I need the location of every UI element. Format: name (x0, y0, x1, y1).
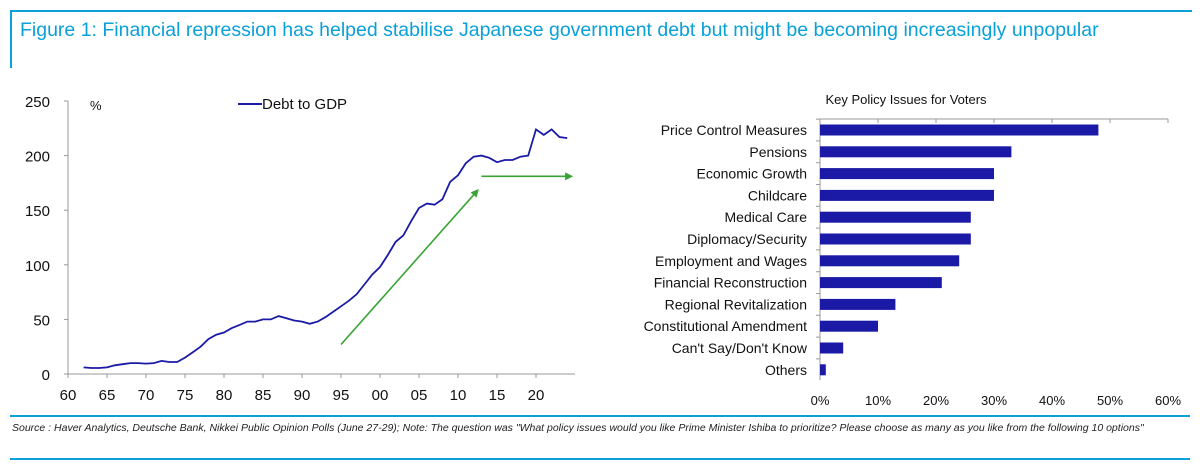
bar (820, 342, 844, 354)
bar (820, 189, 994, 201)
x-tick-label: 65 (99, 387, 116, 404)
category-label: Economic Growth (697, 166, 807, 182)
bar (820, 298, 896, 310)
category-label: Regional Revitalization (665, 296, 807, 312)
bar-x-tick-label: 40% (1039, 393, 1065, 408)
line-chart-legend: Debt to GDP (238, 96, 347, 113)
y-tick-label: 200 (25, 149, 50, 166)
bar-x-tick-label: 50% (1097, 393, 1123, 408)
footer-divider (10, 415, 1190, 417)
footer-bottom-rule (10, 458, 1190, 460)
x-tick-label: 75 (177, 387, 194, 404)
bar (820, 364, 826, 376)
x-tick-label: 70 (138, 387, 155, 404)
y-tick-label: 100 (25, 258, 50, 275)
x-tick-label: 15 (489, 387, 506, 404)
debt-line-chart: % 0 50 100 150 200 250 60 65 70 75 80 85 90 95 00 05 10… (25, 94, 575, 404)
bar-chart-x-ticks: 0% 10% 20% 30% 40% 50% 60% (811, 119, 1181, 408)
figure-title-frame: Figure 1: Financial repression has helpe… (10, 10, 1192, 68)
bar-x-tick-label: 10% (865, 393, 891, 408)
x-tick-label: 95 (333, 387, 350, 404)
y-tick-label: 150 (25, 203, 50, 220)
bar (820, 124, 1099, 136)
bar-x-tick-label: 0% (811, 393, 830, 408)
bar (820, 233, 971, 245)
bar (820, 146, 1012, 158)
bar (820, 168, 994, 180)
bar (820, 211, 971, 223)
y-tick-label: 0 (42, 367, 50, 384)
category-label: Childcare (748, 187, 807, 203)
line-chart-y-ticks: 0 50 100 150 200 250 (25, 94, 68, 384)
x-tick-label: 20 (528, 387, 545, 404)
category-label: Constitutional Amendment (644, 318, 808, 334)
uptrend-arrow (340, 189, 479, 346)
bar-chart-title: Key Policy Issues for Voters (825, 92, 987, 107)
bar-x-tick-label: 20% (923, 393, 949, 408)
y-tick-label: 50 (33, 312, 50, 329)
x-tick-label: 90 (294, 387, 311, 404)
x-tick-label: 05 (411, 387, 428, 404)
x-tick-label: 00 (372, 387, 389, 404)
category-label: Employment and Wages (655, 253, 807, 269)
bar-x-tick-label: 30% (981, 393, 1007, 408)
bar-chart-category-labels: Price Control Measures Pensions Economic G… (644, 118, 820, 378)
bar (820, 320, 878, 332)
source-note: Source : Haver Analytics, Deutsche Bank,… (12, 422, 1144, 434)
line-chart-y-unit: % (90, 98, 102, 113)
y-tick-label: 250 (25, 94, 50, 111)
bar-x-tick-label: 60% (1155, 393, 1181, 408)
category-label: Diplomacy/Security (687, 231, 807, 247)
x-tick-label: 80 (216, 387, 233, 404)
category-label: Others (765, 362, 807, 378)
policy-bar-chart: Key Policy Issues for Voters 0% 10% 20% 30%… (644, 92, 1182, 408)
bar-chart-bars (820, 124, 1099, 376)
category-label: Financial Reconstruction (654, 275, 807, 291)
bar (820, 255, 960, 267)
category-label: Pensions (749, 144, 807, 160)
line-chart-x-ticks: 60 65 70 75 80 85 90 95 00 05 10 15 20 (60, 374, 545, 404)
category-label: Medical Care (725, 209, 808, 225)
legend-label-debt-to-gdp: Debt to GDP (262, 96, 347, 113)
figure-title: Figure 1: Financial repression has helpe… (20, 19, 1099, 41)
trend-arrows (340, 172, 574, 346)
x-tick-label: 10 (450, 387, 467, 404)
x-tick-label: 85 (255, 387, 272, 404)
x-tick-label: 60 (60, 387, 77, 404)
bar (820, 277, 942, 289)
category-label: Price Control Measures (661, 122, 807, 138)
category-label: Can't Say/Don't Know (672, 340, 808, 356)
series-line-debt-to-gdp (83, 127, 568, 369)
